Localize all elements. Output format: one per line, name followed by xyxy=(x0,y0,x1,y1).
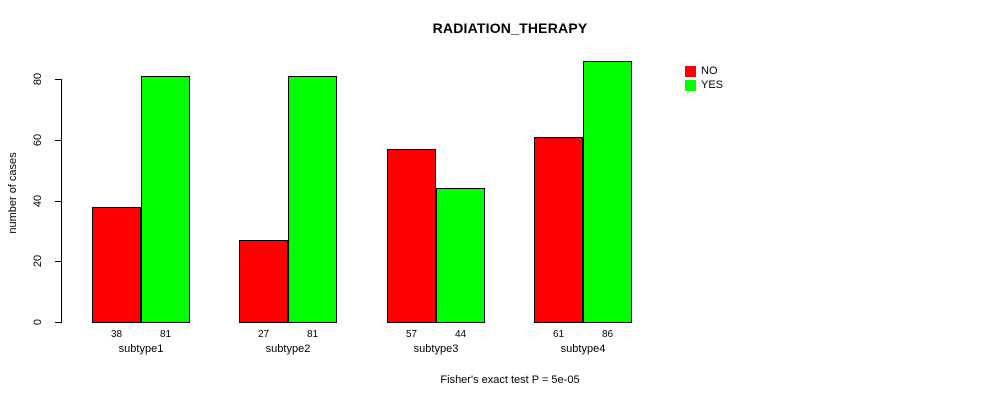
bar-no-subtype3 xyxy=(387,149,436,323)
bar-no-subtype1 xyxy=(92,207,141,323)
bar-value-label: 57 xyxy=(405,329,418,340)
bar-value-label: 27 xyxy=(257,329,270,340)
legend-item-no: NO xyxy=(685,65,723,78)
legend-label-yes: YES xyxy=(701,79,724,91)
y-tick-mark xyxy=(55,201,62,202)
fisher-test-annotation: Fisher's exact test P = 5e-05 xyxy=(440,374,580,386)
legend-swatch-no-icon xyxy=(685,66,696,77)
bar-value-label: 81 xyxy=(306,329,319,340)
legend: NO YES xyxy=(685,65,723,93)
bar-yes-subtype4 xyxy=(583,61,632,323)
x-category-label-subtype4: subtype4 xyxy=(560,343,606,355)
bar-value-label: 81 xyxy=(159,329,172,340)
y-tick-label: 80 xyxy=(32,72,44,86)
legend-item-yes: YES xyxy=(685,79,723,92)
y-tick-label: 20 xyxy=(32,254,44,268)
bar-yes-subtype1 xyxy=(141,76,190,323)
bar-yes-subtype3 xyxy=(436,188,485,323)
y-tick-label: 60 xyxy=(32,133,44,147)
y-tick-mark xyxy=(55,79,62,80)
y-tick-mark xyxy=(55,140,62,141)
y-tick-mark xyxy=(55,261,62,262)
bar-no-subtype2 xyxy=(239,240,288,323)
x-category-label-subtype2: subtype2 xyxy=(265,343,311,355)
chart-title: RADIATION_THERAPY xyxy=(432,20,588,36)
bar-value-label: 86 xyxy=(601,329,614,340)
y-tick-label: 40 xyxy=(32,194,44,208)
bar-yes-subtype2 xyxy=(288,76,337,323)
x-category-label-subtype1: subtype1 xyxy=(118,343,164,355)
bar-value-label: 44 xyxy=(454,329,467,340)
bar-no-subtype4 xyxy=(534,137,583,323)
x-category-label-subtype3: subtype3 xyxy=(413,343,459,355)
bar-value-label: 61 xyxy=(552,329,565,340)
y-tick-mark xyxy=(55,322,62,323)
bar-value-label: 38 xyxy=(110,329,123,340)
y-tick-label: 0 xyxy=(32,318,44,326)
legend-swatch-yes-icon xyxy=(685,80,696,91)
legend-label-no: NO xyxy=(701,65,718,77)
